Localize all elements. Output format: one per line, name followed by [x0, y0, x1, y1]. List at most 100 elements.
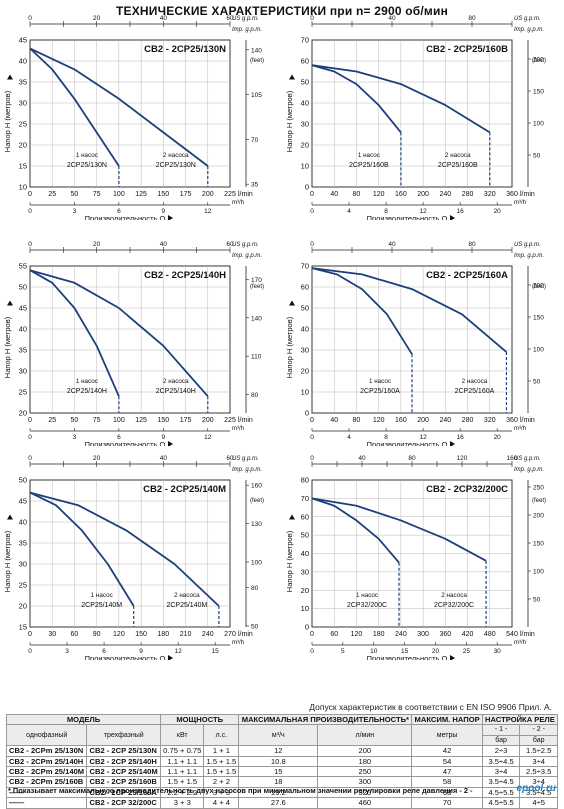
header-model: МОДЕЛЬ — [5, 713, 162, 726]
y-tick-label: 70 — [301, 262, 309, 271]
series-label-model: 2CP25/130N — [67, 162, 107, 169]
feet-tick-label: 170 — [251, 277, 262, 284]
plot-frame — [29, 39, 231, 188]
y-tick-label: 60 — [301, 57, 309, 66]
x-tick-label: 60 — [330, 631, 338, 638]
feet-tick-label: 140 — [251, 315, 262, 322]
table-cell-r2: 3÷4 — [519, 755, 558, 768]
m3h-tick-label: 3 — [73, 434, 77, 441]
m3h-tick-label: 12 — [204, 208, 212, 215]
feet-tick-label: 100 — [533, 346, 544, 353]
series-label-count: 2 насоса — [174, 592, 200, 599]
y-axis-arrow-icon — [289, 514, 295, 520]
m3h-tick-label: 16 — [457, 208, 465, 215]
tolerance-note: Допуск характеристик в соответствии с EN… — [309, 702, 552, 712]
table-cell-r2: 4÷5 — [519, 797, 558, 809]
subheader-bar1: бар — [481, 734, 521, 747]
us-unit-label: US g.p.m. — [514, 456, 541, 462]
y-tick-label: 0 — [305, 183, 309, 192]
table-cell-three: CB2 - 2CP 25/130N — [86, 745, 162, 757]
feet-tick-label: 200 — [533, 282, 544, 289]
feet-unit-label: (feet) — [250, 498, 264, 504]
table-cell-m: 58 — [411, 776, 483, 788]
feet-tick-label: 150 — [533, 314, 544, 321]
us-tick-label: 60 — [226, 241, 234, 248]
table-cell-m: 47 — [411, 766, 483, 778]
table-cell-kw: 2.2 + 2.2 — [160, 786, 205, 799]
m3h-tick-label: 0 — [310, 208, 314, 215]
table-cell-lmin: 200 — [317, 745, 413, 757]
us-tick-label: 80 — [468, 241, 476, 248]
y-tick-label: 10 — [301, 162, 309, 171]
y-tick-label: 35 — [19, 539, 27, 548]
us-unit-label: US g.p.m. — [232, 456, 259, 462]
us-tick-label: 40 — [388, 241, 396, 248]
y-tick-label: 40 — [19, 57, 27, 66]
series-label-model: 2CP25/160A — [360, 388, 400, 395]
x-tick-label: 175 — [180, 191, 192, 198]
x-tick-label: 25 — [48, 417, 56, 424]
series-label-model: 2CP32/200C — [347, 602, 387, 609]
y-tick-label: 0 — [305, 623, 309, 632]
table-cell-hp: 1.5 + 1.5 — [203, 766, 240, 778]
curve-series-0 — [311, 267, 413, 355]
logo: epool.ru — [516, 783, 556, 794]
series-label-model: 2CP32/200C — [434, 602, 474, 609]
table-cell-m3h: 10.8 — [238, 755, 319, 768]
x-tick-label: 25 — [48, 191, 56, 198]
y-tick-label: 10 — [301, 604, 309, 613]
x-tick-label: 30 — [48, 631, 56, 638]
table-cell-three: CB2 - 2CP 32/200C — [86, 797, 162, 809]
y-tick-label: 30 — [301, 567, 309, 576]
us-tick-label: 80 — [468, 15, 476, 22]
curve-series-1 — [311, 64, 491, 134]
m3h-tick-label: 10 — [370, 648, 378, 655]
imp-unit-label: Imp. g.p.m. — [232, 253, 262, 259]
series-label-count: 1 насос — [76, 152, 98, 159]
series-label-count: 2 насоса — [462, 378, 488, 385]
table-cell-r2: 1.5÷2.5 — [519, 745, 558, 757]
table-cell-lmin: 180 — [317, 755, 413, 768]
plot-frame — [29, 265, 231, 414]
y-tick-label: 15 — [19, 623, 27, 632]
us-tick-label: 0 — [28, 15, 32, 22]
m3h-tick-label: 6 — [117, 434, 121, 441]
y-tick-label: 40 — [301, 549, 309, 558]
chart-cp25-160a: 0 40 80 US g.p.m.Imp. g.p.m.010203040506070… — [285, 241, 546, 446]
series-label-model: 2CP25/130N — [156, 162, 196, 169]
table-cell-kw: 0.75 + 0.75 — [160, 745, 205, 757]
table-cell-r2: 3÷4 — [519, 776, 558, 788]
y-tick-label: 20 — [19, 602, 27, 611]
chart-title: CB2 - 2CP25/140H — [144, 270, 226, 281]
y-axis-title: Напор H (метров) — [3, 316, 12, 378]
y-tick-label: 35 — [19, 346, 27, 355]
m3h-unit-label: m³/h — [514, 200, 526, 206]
curve-series-0 — [29, 269, 120, 397]
y-tick-label: 45 — [19, 36, 27, 45]
series-label-count: 1 насос — [356, 592, 378, 599]
curve-series-1 — [29, 491, 220, 607]
x-unit-label: l/min — [238, 191, 253, 198]
x-tick-label: 60 — [71, 631, 79, 638]
table-cell-r1: 4.5÷5.5 — [481, 797, 521, 809]
x-tick-label: 90 — [93, 631, 101, 638]
y-tick-label: 70 — [301, 36, 309, 45]
table-cell-single: —— — [5, 797, 88, 809]
x-tick-label: 480 — [484, 631, 496, 638]
m3h-tick-label: 12 — [175, 648, 183, 655]
x-unit-label: l/min — [520, 631, 535, 638]
us-tick-label: 20 — [93, 241, 101, 248]
table-cell-r1: 4.5÷5.5 — [481, 786, 521, 799]
x-tick-label: 0 — [28, 631, 32, 638]
curve-series-1 — [29, 269, 209, 397]
us-tick-label: 20 — [93, 15, 101, 22]
curve-series-0 — [311, 64, 402, 133]
y-axis-arrow-icon — [7, 74, 13, 80]
table-cell-kw: 1.5 + 1.5 — [160, 776, 205, 788]
table-row: CB2 - 2CPm 25/130N CB2 - 2CP 25/130N 0.75 … — [5, 745, 558, 757]
subheader-m: метры — [411, 724, 483, 747]
table-cell-three: CB2 - 2CP 25/140M — [86, 766, 162, 778]
